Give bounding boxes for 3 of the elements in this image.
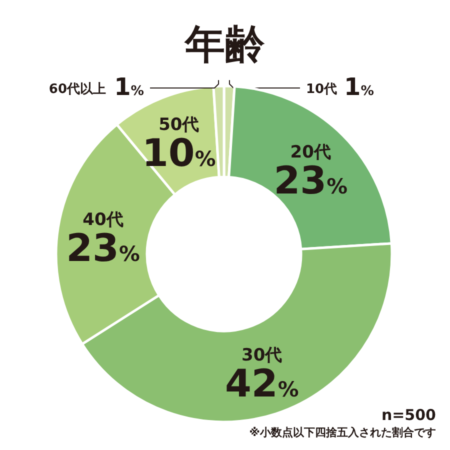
annotation: ※小数点以下四捨五入された割合です xyxy=(249,426,436,439)
title: 年齢 xyxy=(185,22,265,68)
annotation: n=500 xyxy=(381,406,436,424)
